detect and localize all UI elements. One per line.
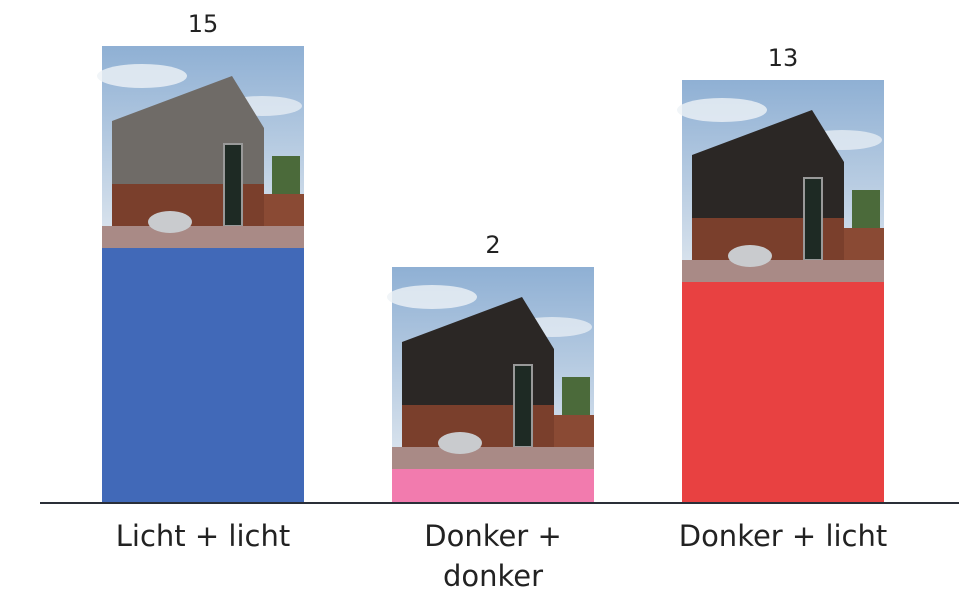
pavement [392, 447, 594, 469]
bar [392, 469, 594, 503]
house-door [223, 143, 243, 227]
house-photo [387, 267, 594, 469]
pavement [102, 226, 304, 248]
car [438, 432, 482, 454]
x-tick-label: Licht + licht [115, 519, 291, 553]
value-label: 13 [768, 44, 799, 72]
pavement [682, 260, 884, 282]
wall [554, 415, 594, 447]
cloud [677, 98, 767, 122]
house-door [803, 177, 823, 261]
car [728, 245, 772, 267]
car [148, 211, 192, 233]
house-door [513, 364, 533, 448]
bar [102, 248, 304, 503]
wall [844, 228, 884, 260]
x-tick-label: Donker + donker [424, 519, 562, 593]
cloud [97, 64, 187, 88]
x-tick-label: Donker + licht [678, 519, 888, 553]
bar [682, 282, 884, 503]
wall [264, 194, 304, 226]
cloud [387, 285, 477, 309]
house-photo [677, 80, 884, 282]
value-label: 15 [188, 10, 219, 38]
value-label: 2 [485, 231, 500, 259]
house-photo [97, 46, 304, 248]
